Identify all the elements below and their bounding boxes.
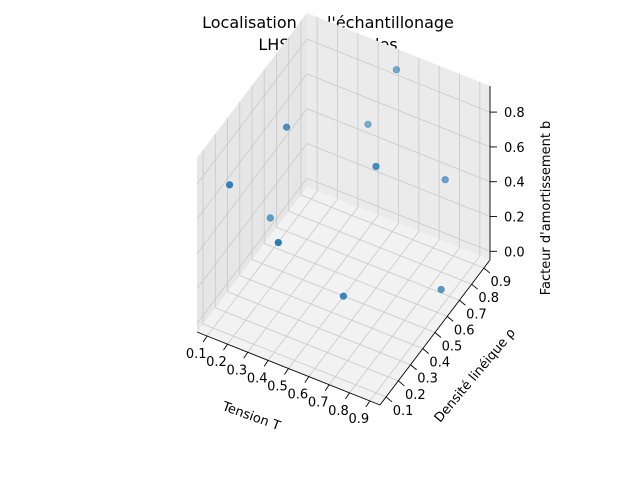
- x-tick-label: 0.7: [308, 396, 329, 411]
- x-tick-label: 0.3: [226, 363, 247, 378]
- y-tick-mark: [446, 316, 454, 322]
- z-axis-label: Facteur d'amortissement b: [539, 121, 554, 296]
- data-point: [364, 120, 372, 128]
- z-grid-back: [306, 177, 491, 252]
- y-grid-floor: [288, 210, 472, 285]
- data-point: [392, 66, 401, 74]
- y-grid-floor: [300, 194, 485, 269]
- z-tick-label: 0.6: [504, 141, 525, 156]
- y-tick-mark: [385, 396, 393, 403]
- y-grid-floor: [276, 226, 460, 301]
- x-tick-mark: [345, 392, 350, 400]
- data-point: [437, 286, 445, 294]
- x-tick-label: 0.8: [328, 404, 349, 419]
- tick-labels: 0.10.20.30.40.50.60.70.80.90.10.20.30.40…: [186, 106, 525, 427]
- x-tick-mark: [263, 360, 269, 367]
- x-tick-label: 0.1: [186, 347, 207, 362]
- y-grid-floor: [202, 323, 387, 398]
- z-tick-label: 0.4: [504, 176, 525, 191]
- y-tick-mark: [398, 380, 405, 387]
- z-grid-side: [196, 38, 308, 185]
- x-tick-mark: [365, 400, 371, 408]
- x-tick-mark: [324, 384, 330, 391]
- z-grid-back: [306, 38, 491, 113]
- y-tick-label: 0.2: [405, 388, 426, 403]
- x-tick-label: 0.4: [247, 371, 268, 386]
- x-tick-mark: [284, 368, 289, 375]
- data-point: [226, 181, 234, 189]
- x-tick-mark: [243, 352, 249, 359]
- y-tick-label: 0.8: [478, 291, 499, 306]
- y-tick-label: 0.9: [491, 275, 512, 290]
- grid-lines: [196, 17, 491, 402]
- z-tick-label: 0.2: [504, 211, 525, 226]
- z-grid-back: [306, 108, 491, 183]
- y-tick-label: 0.4: [429, 356, 450, 371]
- data-point: [266, 214, 274, 222]
- x-tick-mark: [304, 376, 310, 383]
- data-point: [441, 176, 449, 184]
- x-tick-label: 0.2: [206, 355, 227, 370]
- data-point: [372, 162, 380, 170]
- y-tick-label: 0.5: [442, 340, 463, 355]
- x-tick-mark: [202, 335, 208, 343]
- z-grid-side: [196, 73, 308, 220]
- x-tick-mark: [223, 343, 228, 351]
- y-tick-mark: [422, 348, 430, 354]
- x-tick-label: 0.5: [267, 380, 288, 395]
- y-grid-floor: [215, 307, 399, 382]
- z-grid-side: [196, 143, 308, 289]
- y-tick-mark: [459, 299, 466, 306]
- y-tick-label: 0.3: [417, 372, 438, 387]
- axis-lines: [196, 86, 497, 408]
- y-tick-mark: [434, 332, 442, 338]
- z-tick-label: 0.0: [504, 245, 525, 260]
- y-tick-label: 0.7: [466, 307, 487, 322]
- y-tick-label: 0.6: [454, 323, 475, 338]
- y-grid-floor: [227, 291, 411, 366]
- data-points: [226, 66, 449, 300]
- z-grid-back: [306, 73, 491, 148]
- y-tick-mark: [483, 267, 491, 274]
- data-point: [274, 239, 282, 247]
- x-tick-label: 0.6: [287, 388, 308, 403]
- data-point: [283, 123, 291, 131]
- y-tick-label: 0.1: [393, 404, 414, 419]
- y-tick-mark: [410, 364, 417, 371]
- x-tick-label: 0.9: [348, 412, 369, 427]
- y-grid-floor: [239, 275, 423, 349]
- z-grid-back: [306, 143, 491, 217]
- z-grid-side: [196, 178, 308, 324]
- data-point: [339, 292, 348, 300]
- x-axis-label: Tension T: [219, 399, 282, 434]
- z-tick-label: 0.8: [504, 106, 525, 121]
- z-grid-side: [196, 108, 308, 254]
- y-grid-floor: [264, 243, 448, 317]
- y-tick-mark: [471, 283, 478, 290]
